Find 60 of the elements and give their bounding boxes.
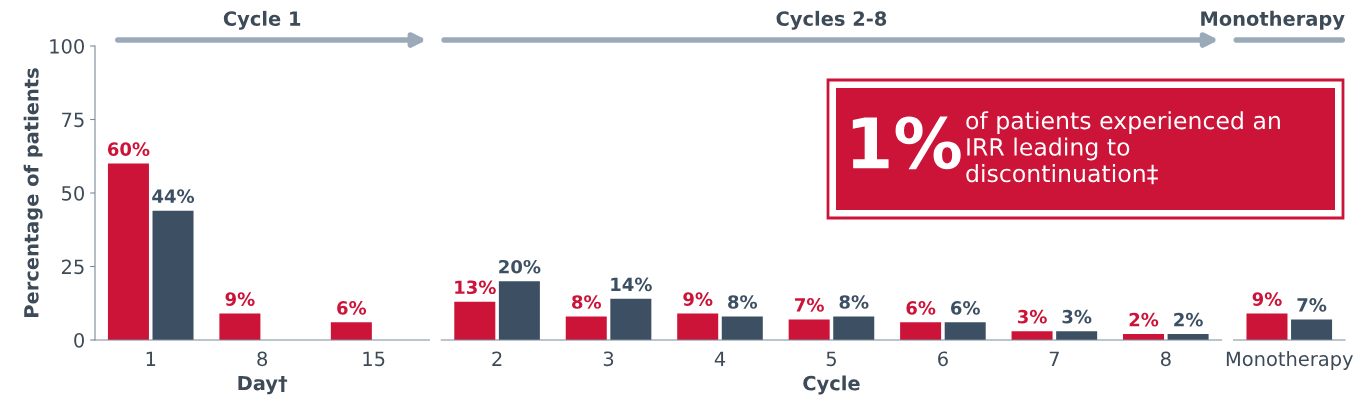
annotation: 1% [852, 116, 961, 170]
x-axis-title: Cycle [803, 375, 860, 395]
data-label: 8% [728, 295, 758, 309]
bar [152, 210, 194, 340]
chart-title: Cycles 2-8 [776, 10, 887, 30]
y-tick-label: 0 [74, 332, 84, 348]
y-tick-label: 75 [62, 112, 84, 128]
data-label: 60% [107, 142, 150, 156]
data-label: 3% [1062, 309, 1092, 324]
bar [1056, 331, 1098, 340]
bar [498, 281, 540, 340]
data-label: 8% [572, 295, 602, 309]
x-tick-label: 8 [1160, 351, 1171, 367]
bar [1011, 331, 1053, 340]
x-tick-label: 6 [938, 351, 948, 367]
data-label: 2% [1174, 312, 1203, 327]
data-label: 13% [455, 280, 496, 295]
x-tick-label: 7 [1049, 351, 1059, 366]
data-label: 7% [1297, 298, 1327, 312]
data-label: 6% [337, 301, 367, 315]
data-label: 6% [906, 301, 936, 315]
data-label: 2% [1129, 312, 1159, 327]
data-label: 20% [499, 259, 541, 274]
y-tick-label: 25 [61, 259, 84, 275]
bar [454, 301, 496, 340]
data-label: 8% [839, 295, 869, 309]
data-label: 7% [795, 298, 824, 312]
chart-title: Cycle 1 [223, 10, 301, 30]
x-tick-label: Monotherapy [1226, 351, 1353, 370]
x-tick-label: 4 [714, 351, 726, 366]
bar [900, 322, 942, 340]
data-label: 14% [611, 277, 652, 292]
bar [610, 298, 652, 340]
bar [565, 316, 607, 340]
data-label: 9% [225, 292, 255, 306]
x-tick-label: 5 [826, 351, 836, 367]
bar [788, 319, 830, 340]
data-label: 6% [950, 301, 980, 315]
bar [107, 163, 149, 340]
x-axis-title: Day† [238, 375, 288, 395]
x-tick-label: 15 [363, 351, 385, 367]
bar [721, 316, 763, 340]
bar [944, 322, 986, 340]
bar [833, 316, 875, 340]
data-label: 9% [1252, 292, 1282, 306]
x-tick-label: 8 [257, 351, 268, 367]
data-label: 44% [152, 189, 195, 203]
data-label: 3% [1017, 309, 1047, 324]
y-tick-label: 100 [50, 38, 84, 54]
chart-title: Monotherapy [1201, 10, 1345, 30]
bar [330, 322, 372, 340]
bar [219, 313, 261, 340]
y-tick-label: 50 [62, 185, 84, 201]
x-tick-label: 1 [146, 351, 156, 366]
data-label: 9% [683, 292, 713, 306]
x-tick-label: 2 [492, 351, 502, 366]
annotation: of patients experienced an IRR leading to discontinuation‡ [966, 111, 1280, 185]
bar [677, 313, 719, 340]
y-axis-title: Percentage of patients [23, 68, 43, 317]
x-tick-label: 3 [603, 351, 614, 367]
